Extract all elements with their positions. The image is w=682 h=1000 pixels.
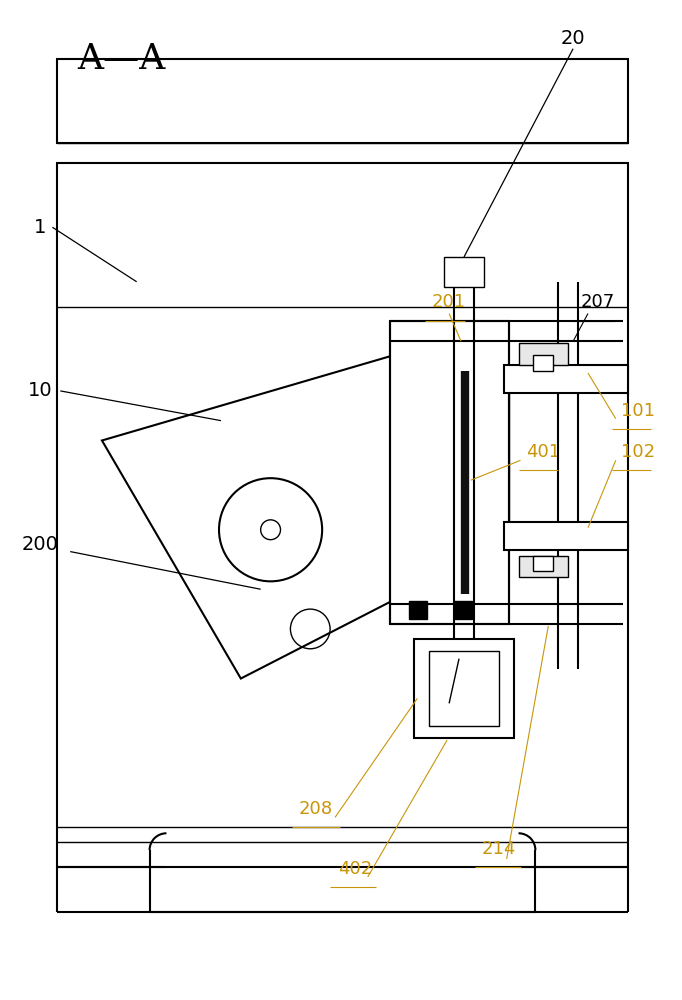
Text: 102: 102 xyxy=(621,443,655,461)
Text: 200: 200 xyxy=(22,535,59,554)
Bar xyxy=(504,365,627,393)
Text: 214: 214 xyxy=(481,840,516,858)
Text: A—A: A—A xyxy=(77,42,166,76)
Text: 1: 1 xyxy=(34,218,46,237)
Text: 20: 20 xyxy=(561,29,585,48)
Text: 201: 201 xyxy=(432,293,466,311)
Bar xyxy=(518,343,568,365)
Bar xyxy=(409,601,428,619)
Text: 402: 402 xyxy=(338,860,372,878)
Polygon shape xyxy=(102,346,424,679)
Bar xyxy=(518,556,568,577)
Bar xyxy=(504,522,627,550)
Bar xyxy=(57,59,627,143)
Text: 208: 208 xyxy=(298,800,332,818)
Bar xyxy=(444,257,484,287)
Text: 207: 207 xyxy=(581,293,615,311)
Text: 10: 10 xyxy=(28,381,53,400)
Bar xyxy=(415,639,514,738)
Text: 101: 101 xyxy=(621,402,655,420)
Bar xyxy=(57,163,627,867)
Bar xyxy=(533,355,553,371)
Bar xyxy=(454,601,472,619)
Bar xyxy=(429,651,499,726)
Bar xyxy=(389,321,509,624)
Bar xyxy=(533,556,553,571)
Text: 401: 401 xyxy=(527,443,561,461)
